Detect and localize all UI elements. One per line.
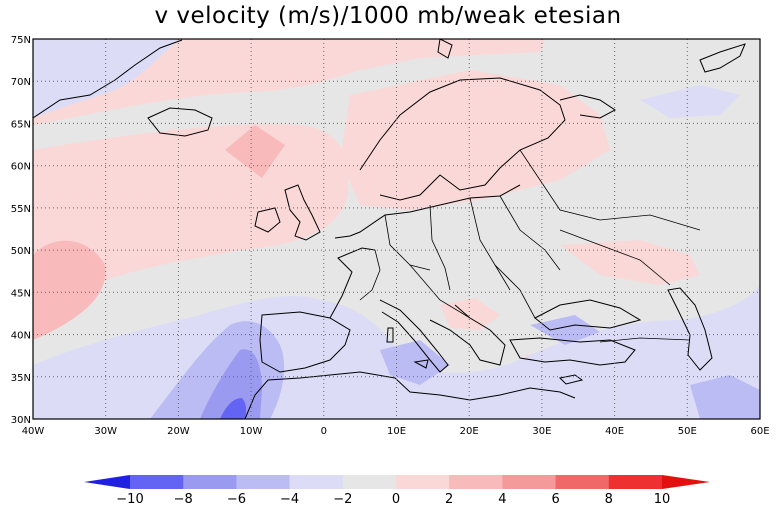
colorbar-label: −10 bbox=[116, 492, 143, 507]
colorbar-label: 2 bbox=[445, 492, 453, 507]
field-neg4-caspian bbox=[690, 375, 760, 419]
lon-label: 30E bbox=[532, 426, 551, 437]
field-pos2-north-atlantic bbox=[33, 39, 545, 125]
lon-label: 10W bbox=[240, 426, 263, 437]
lat-label: 70N bbox=[11, 77, 31, 88]
coast-balkans bbox=[429, 304, 506, 366]
coast-spitsbergen bbox=[437, 39, 453, 59]
field-pos4-west-atlantic bbox=[33, 240, 106, 340]
coast-uk bbox=[284, 184, 321, 241]
field-pos2-east-europe bbox=[560, 240, 700, 285]
colorbar-label: −8 bbox=[174, 492, 193, 507]
coast-kola bbox=[559, 94, 616, 119]
lon-label: 20E bbox=[460, 426, 479, 437]
colorbar-swatch bbox=[449, 475, 503, 489]
map-frame bbox=[32, 38, 761, 420]
colorbar: −10 −8 −6 −4 −2 0 2 4 6 8 10 bbox=[84, 475, 710, 507]
coast-sicily bbox=[413, 359, 429, 369]
border-line bbox=[469, 197, 511, 291]
colorbar-label: −6 bbox=[227, 492, 246, 507]
lat-label: 65N bbox=[11, 119, 31, 130]
coast-scandinavia bbox=[359, 77, 566, 201]
colorbar-swatch bbox=[502, 475, 557, 489]
field-neg8-morocco bbox=[220, 398, 247, 419]
colorbar-label: 4 bbox=[498, 492, 506, 507]
country-borders bbox=[359, 149, 701, 343]
border-line bbox=[494, 264, 536, 319]
colorbar-swatch bbox=[608, 475, 663, 489]
lon-label: 30W bbox=[94, 426, 117, 437]
coastlines bbox=[33, 39, 746, 419]
border-line bbox=[599, 337, 691, 343]
field-neg2-barents bbox=[640, 85, 740, 118]
lat-label: 40N bbox=[11, 331, 31, 342]
coast-ireland bbox=[254, 207, 281, 233]
lon-label: 0 bbox=[321, 426, 327, 437]
colorbar-label: 8 bbox=[605, 492, 613, 507]
lon-label: 50E bbox=[678, 426, 697, 437]
colorbar-swatch bbox=[183, 475, 237, 489]
coast-iceland bbox=[147, 107, 213, 137]
coast-italy bbox=[379, 299, 449, 373]
coast-north-africa bbox=[244, 371, 576, 419]
colorbar-swatch bbox=[396, 475, 450, 489]
coast-caspian bbox=[667, 287, 713, 371]
lon-label: 40W bbox=[22, 426, 45, 437]
field-neg4-turkey bbox=[530, 315, 600, 345]
lat-label: 75N bbox=[11, 35, 31, 46]
coast-novaya bbox=[699, 43, 746, 73]
coast-continent bbox=[334, 184, 521, 239]
field-pos2-scandinavia bbox=[340, 70, 610, 210]
coast-cyprus bbox=[558, 374, 584, 385]
lon-label: 10E bbox=[387, 426, 406, 437]
border-line bbox=[409, 264, 471, 319]
field-pos4-iceland-sea bbox=[225, 125, 285, 178]
field-pos2-balkans bbox=[440, 298, 500, 330]
lat-label: 60N bbox=[11, 162, 31, 173]
colorbar-label: 0 bbox=[392, 492, 400, 507]
colorbar-swatch bbox=[130, 475, 184, 489]
colorbar-swatch bbox=[555, 475, 610, 489]
border-line bbox=[384, 214, 431, 271]
border-line bbox=[499, 195, 561, 271]
coast-iberia bbox=[259, 311, 351, 373]
map-title: v velocity (m/s)/1000 mb/weak etesian bbox=[154, 3, 622, 29]
colorbar-left-arrow bbox=[84, 475, 130, 489]
border-line bbox=[429, 204, 451, 291]
border-line bbox=[559, 229, 671, 286]
colorbar-label: −4 bbox=[280, 492, 299, 507]
lon-label: 40E bbox=[605, 426, 624, 437]
coast-black-sea bbox=[534, 299, 642, 331]
lat-lon-grid bbox=[33, 39, 760, 419]
coast-greenland bbox=[33, 39, 183, 119]
coast-sardinia bbox=[386, 327, 394, 343]
lon-label: 20W bbox=[167, 426, 190, 437]
lat-label: 35N bbox=[11, 373, 31, 384]
colorbar-right-arrow bbox=[662, 475, 710, 489]
lat-label: 45N bbox=[11, 288, 31, 299]
colorbar-label: 6 bbox=[551, 492, 559, 507]
coast-turkey bbox=[509, 337, 636, 366]
coast-france bbox=[329, 247, 376, 319]
velocity-field bbox=[33, 39, 760, 419]
colorbar-swatch bbox=[342, 475, 397, 489]
lat-label: 55N bbox=[11, 204, 31, 215]
lat-label: 50N bbox=[11, 246, 31, 257]
longitude-labels: 40W 30W 20W 10W 0 10E 20E 30E 40E 50E 60E bbox=[22, 426, 770, 437]
lat-label: 30N bbox=[11, 415, 31, 426]
colorbar-swatch bbox=[289, 475, 344, 489]
lon-label: 60E bbox=[750, 426, 769, 437]
colorbar-label: −2 bbox=[333, 492, 352, 507]
border-line bbox=[359, 249, 381, 301]
field-pos2-atlantic bbox=[33, 124, 349, 320]
colorbar-swatch bbox=[236, 475, 291, 489]
field-neg6-atlantic bbox=[200, 349, 262, 419]
border-line bbox=[519, 149, 701, 231]
latitude-labels: 30N 35N 40N 45N 50N 55N 60N 65N 70N 75N bbox=[11, 35, 31, 426]
colorbar-label: 10 bbox=[654, 492, 671, 507]
